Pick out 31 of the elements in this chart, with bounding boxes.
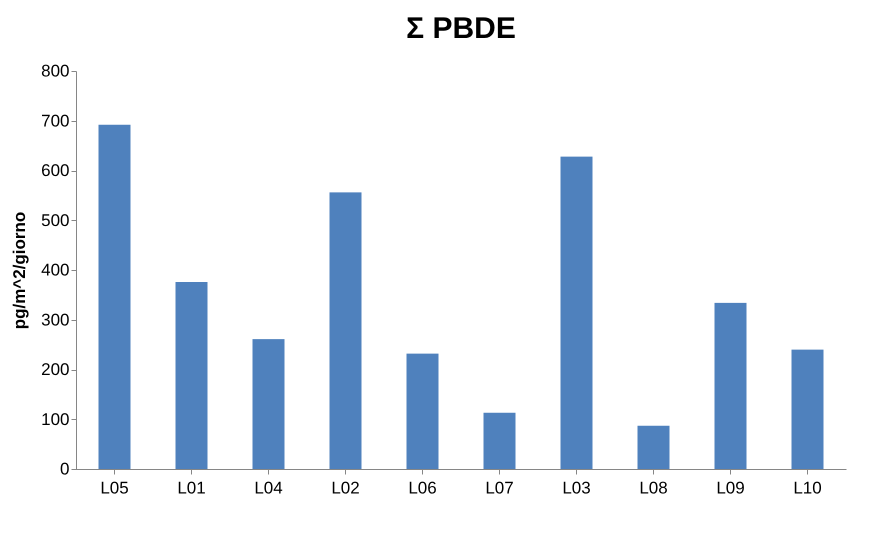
y-tick-label: 800 — [41, 62, 70, 80]
bar — [638, 426, 670, 469]
x-tick-label: L03 — [562, 478, 591, 498]
bar — [560, 156, 592, 469]
bar — [176, 282, 208, 469]
y-tick-label: 100 — [41, 410, 70, 429]
x-tick-label: L07 — [485, 478, 514, 498]
x-tick-label: L08 — [639, 478, 668, 498]
bar — [406, 354, 438, 469]
x-tick-label: L01 — [177, 478, 206, 498]
x-tick-label: L04 — [254, 478, 283, 498]
bar — [484, 412, 516, 469]
y-tick-label: 0 — [60, 460, 70, 478]
y-tick-label: 400 — [41, 260, 70, 280]
bar — [792, 350, 824, 469]
y-tick-label: 500 — [41, 210, 70, 230]
x-tick-label: L09 — [716, 478, 745, 498]
y-tick-label: 700 — [41, 111, 70, 130]
bar — [714, 302, 746, 469]
x-tick-label: L06 — [408, 478, 437, 498]
y-tick-label: 300 — [41, 310, 70, 330]
y-tick-label: 600 — [41, 161, 70, 180]
x-tick-label: L05 — [100, 478, 129, 498]
y-axis-title: pg/m^2/giorno — [10, 212, 30, 330]
chart-title: Σ PBDE — [406, 12, 516, 45]
bar — [98, 124, 130, 469]
y-tick-label: 200 — [41, 360, 70, 379]
bar — [252, 339, 284, 469]
x-tick-label: L02 — [331, 478, 360, 498]
x-tick-label: L10 — [793, 478, 822, 498]
bar — [330, 192, 362, 469]
